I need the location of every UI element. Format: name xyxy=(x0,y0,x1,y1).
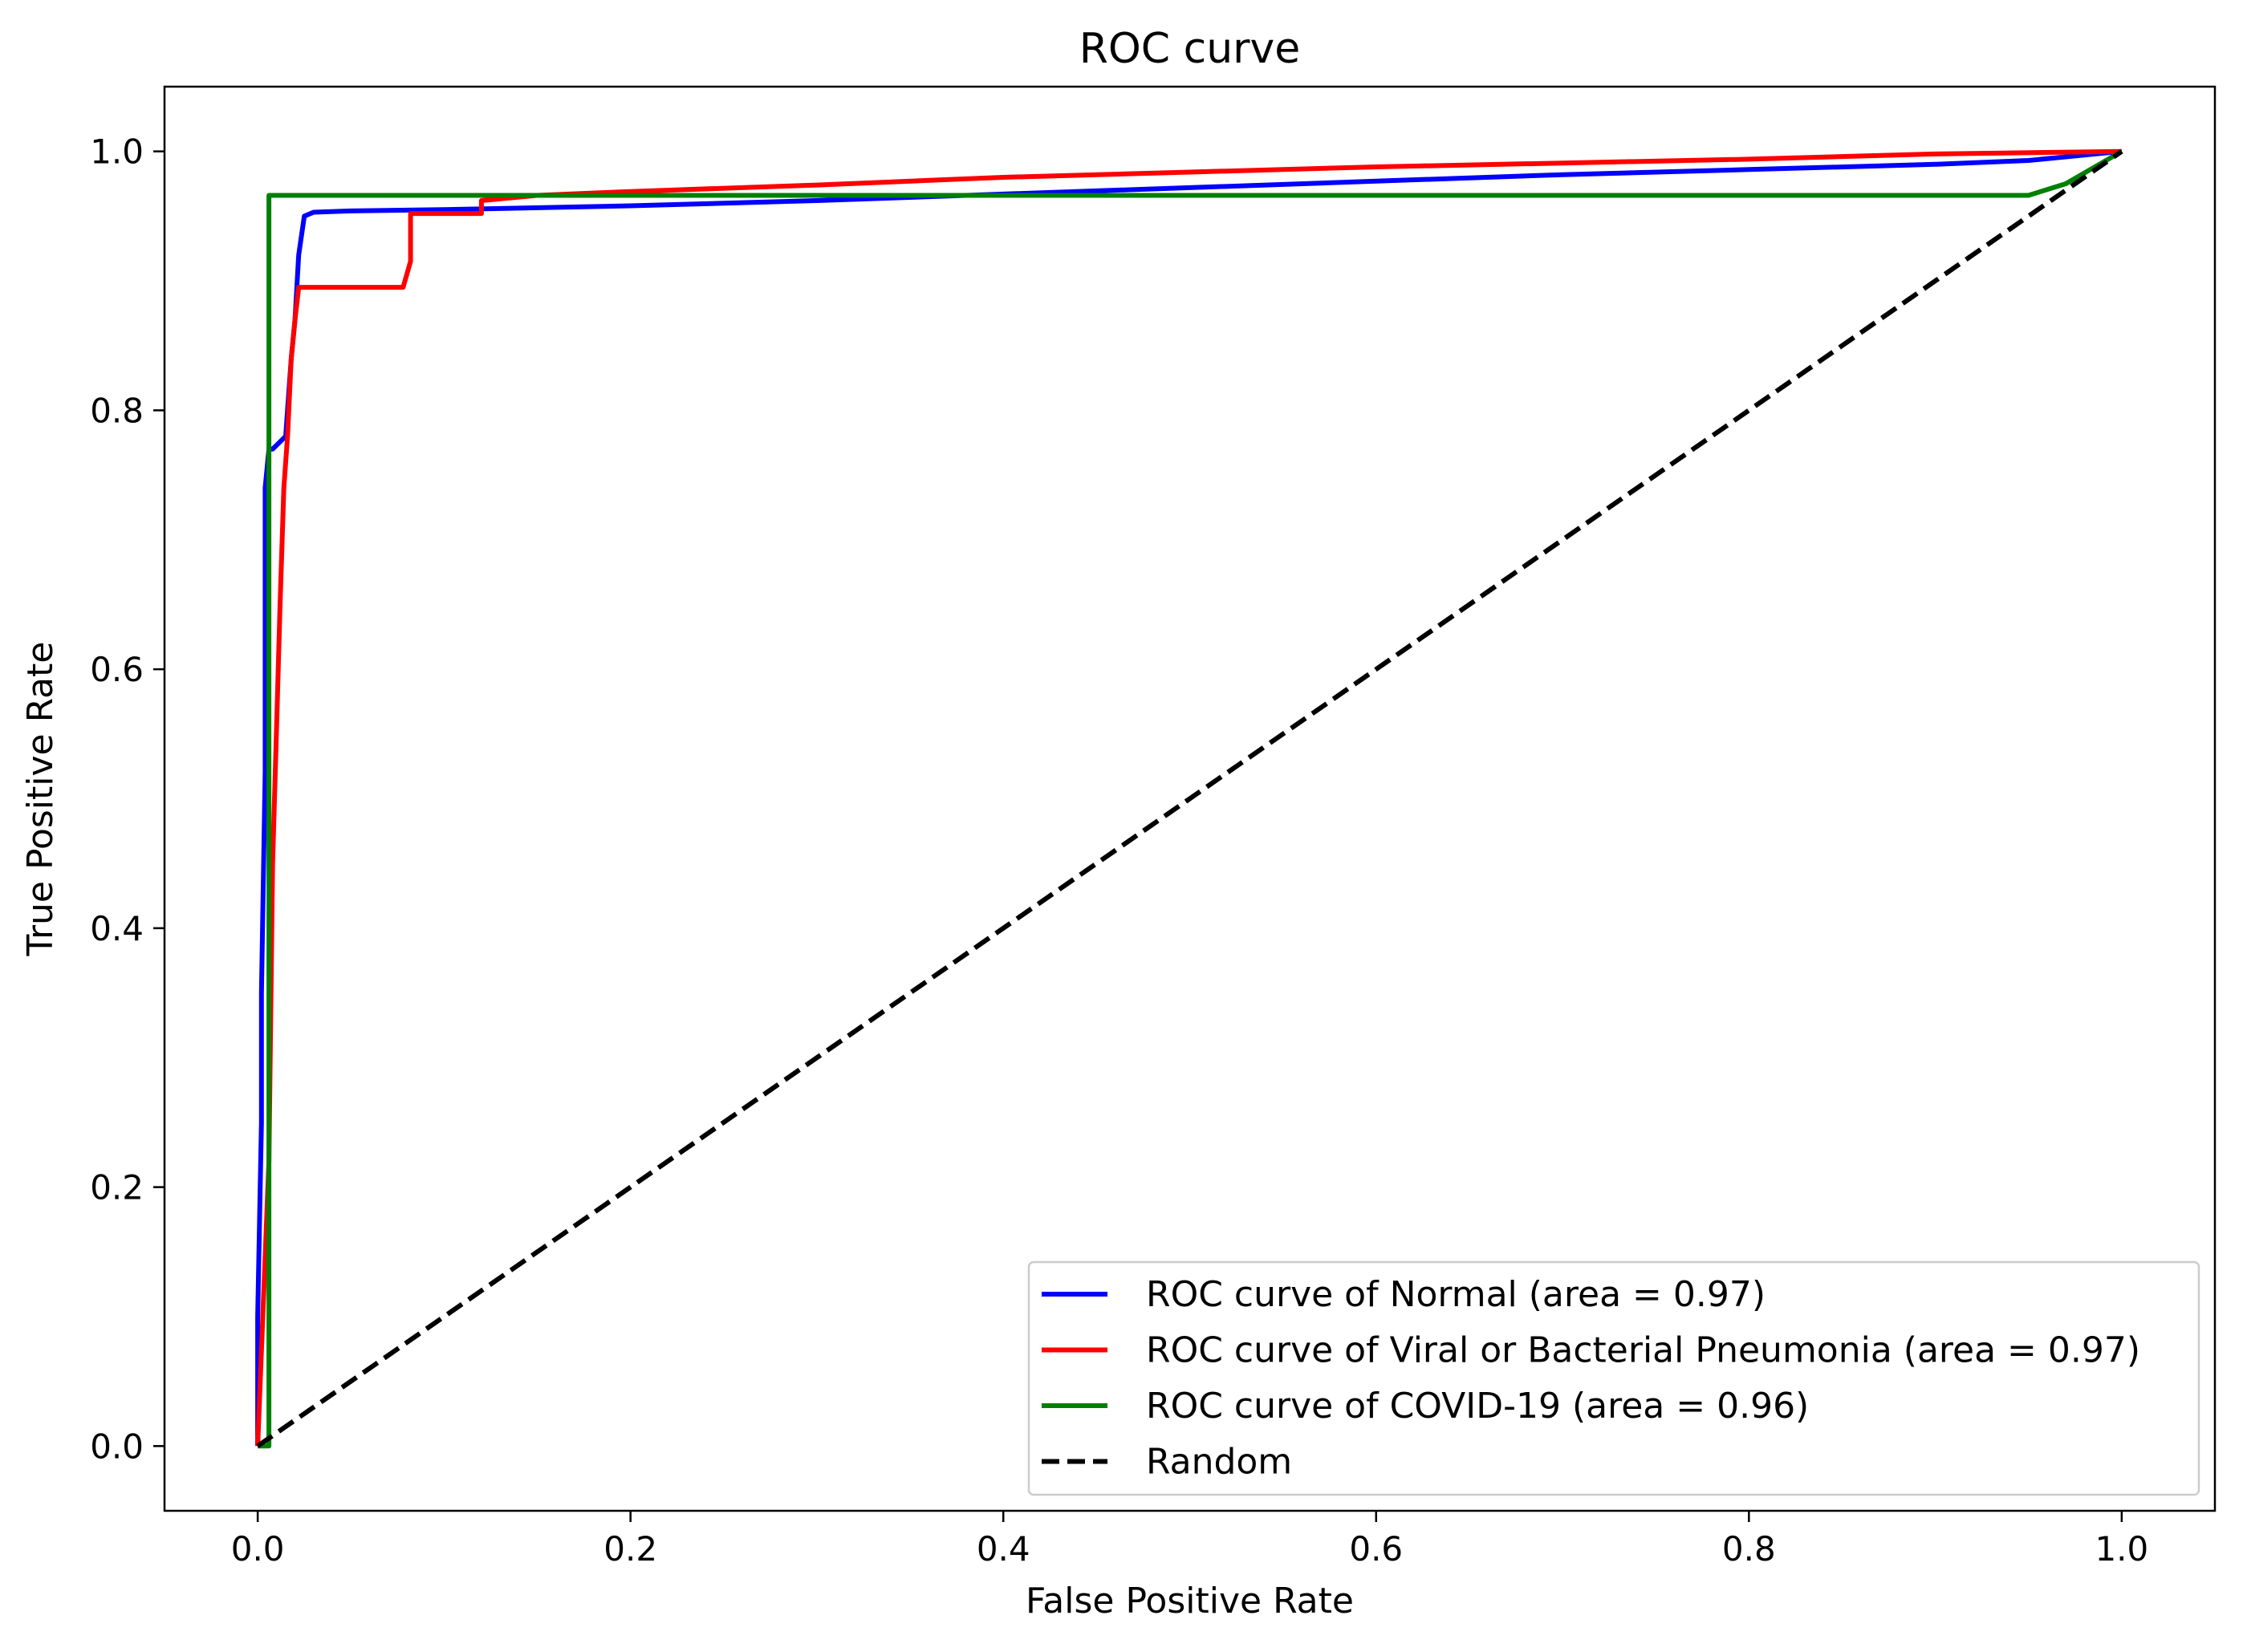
series-line-1 xyxy=(255,148,2123,1447)
y-tick-label: 0.8 xyxy=(90,391,144,430)
legend: ROC curve of Normal (area = 0.97) ROC cur… xyxy=(1027,1260,2200,1496)
x-tick-label: 0.0 xyxy=(231,1529,285,1569)
x-tick-label: 0.8 xyxy=(1722,1529,1776,1569)
y-tick-label: 1.0 xyxy=(90,132,144,172)
series-line-4 xyxy=(256,149,2123,1448)
series-lines xyxy=(255,148,2123,1449)
x-axis-ticks: 0.0 0.2 0.4 0.6 0.8 1.0 xyxy=(231,1511,2148,1569)
y-tick-label: 0.2 xyxy=(90,1168,144,1208)
x-tick-label: 0.4 xyxy=(977,1529,1030,1569)
x-axis-label: False Positive Rate xyxy=(1026,1581,1354,1622)
y-tick-label: 0.4 xyxy=(90,909,144,948)
x-tick-label: 0.2 xyxy=(603,1529,657,1569)
y-tick-label: 0.0 xyxy=(90,1427,144,1466)
x-tick-label: 0.6 xyxy=(1349,1529,1403,1569)
y-axis-ticks: 0.0 0.2 0.4 0.6 0.8 1.0 xyxy=(90,132,165,1466)
legend-label-3: ROC curve of COVID-19 (area = 0.96) xyxy=(1146,1386,1809,1427)
legend-label-4: Random xyxy=(1146,1442,1292,1483)
axes-frame xyxy=(163,85,2217,1512)
y-axis-label: True Positive Rate xyxy=(20,642,61,957)
chart-title: ROC curve xyxy=(1079,25,1301,73)
series-line-2 xyxy=(255,148,2122,1447)
x-tick-label: 1.0 xyxy=(2095,1529,2148,1569)
legend-box xyxy=(1027,1260,2200,1496)
series-line-3 xyxy=(258,149,2123,1449)
plot-area xyxy=(163,85,2217,1512)
legend-label-1: ROC curve of Normal (area = 0.97) xyxy=(1146,1274,1766,1315)
y-tick-label: 0.6 xyxy=(90,650,144,689)
legend-label-2: ROC curve of Viral or Bacterial Pneumoni… xyxy=(1146,1330,2140,1371)
